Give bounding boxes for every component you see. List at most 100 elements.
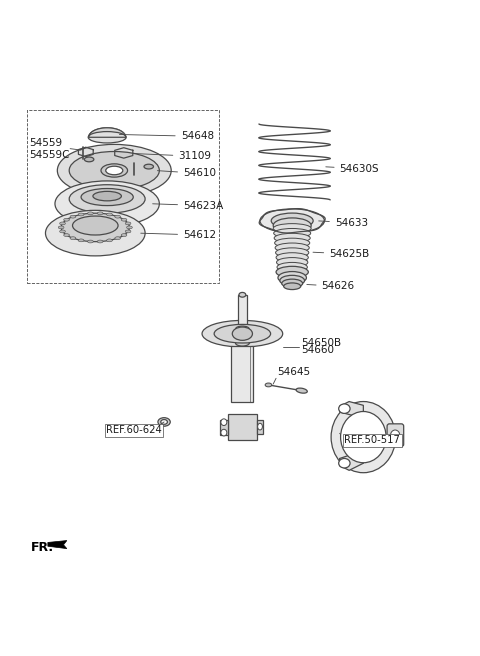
Ellipse shape [258,423,263,430]
Text: REF.50-517: REF.50-517 [344,436,400,445]
Ellipse shape [221,419,227,426]
Ellipse shape [57,144,171,197]
FancyBboxPatch shape [219,420,228,435]
Ellipse shape [115,215,120,218]
Text: 54626: 54626 [307,281,355,291]
Ellipse shape [265,383,272,387]
Ellipse shape [274,228,311,238]
Ellipse shape [341,411,386,462]
Ellipse shape [236,326,249,332]
Ellipse shape [274,234,310,243]
Ellipse shape [296,388,307,393]
Ellipse shape [107,213,112,216]
FancyBboxPatch shape [257,420,264,434]
Ellipse shape [232,327,252,340]
Ellipse shape [87,240,93,243]
Text: REF.60-624: REF.60-624 [106,425,162,435]
Ellipse shape [161,420,168,424]
Ellipse shape [101,164,128,177]
Ellipse shape [277,262,307,272]
Text: 54650B: 54650B [301,338,341,348]
Ellipse shape [339,404,350,413]
Ellipse shape [93,192,121,201]
Ellipse shape [97,212,103,215]
Text: 54559
54559C: 54559 54559C [29,138,70,160]
Ellipse shape [273,218,311,233]
Ellipse shape [115,237,120,239]
Ellipse shape [88,132,126,143]
Ellipse shape [78,213,84,216]
Ellipse shape [276,258,308,267]
Text: 54660: 54660 [301,345,334,355]
Text: 54648: 54648 [120,131,214,141]
Ellipse shape [64,234,70,237]
Ellipse shape [70,215,76,218]
Ellipse shape [284,283,301,289]
Ellipse shape [275,238,310,248]
Ellipse shape [236,340,249,346]
FancyBboxPatch shape [228,415,257,440]
Text: FR.: FR. [31,541,54,554]
Polygon shape [48,541,67,548]
Ellipse shape [107,239,112,242]
Ellipse shape [69,185,145,213]
Ellipse shape [101,183,110,188]
Ellipse shape [214,325,271,343]
Ellipse shape [221,429,227,436]
Ellipse shape [239,293,246,297]
Ellipse shape [121,218,127,221]
Ellipse shape [202,320,283,347]
Ellipse shape [64,218,70,221]
Ellipse shape [271,213,313,228]
Text: 54645: 54645 [277,367,310,377]
Polygon shape [340,401,363,416]
Ellipse shape [61,213,130,241]
Ellipse shape [84,157,94,162]
Text: 54623A: 54623A [153,201,223,211]
Ellipse shape [70,237,76,239]
Ellipse shape [78,239,84,242]
Ellipse shape [58,226,64,229]
Ellipse shape [158,418,170,426]
Ellipse shape [55,181,159,226]
Ellipse shape [275,243,309,253]
Ellipse shape [144,164,154,169]
Ellipse shape [81,188,133,205]
Text: 54625B: 54625B [313,249,370,259]
Ellipse shape [125,222,131,225]
Ellipse shape [276,266,308,277]
Text: 54612: 54612 [141,230,216,240]
Ellipse shape [87,212,93,215]
Text: 54610: 54610 [157,169,216,178]
Ellipse shape [60,222,65,225]
FancyBboxPatch shape [236,329,249,343]
Ellipse shape [121,234,127,237]
Ellipse shape [72,216,118,235]
Ellipse shape [46,211,145,256]
Ellipse shape [280,276,304,286]
FancyBboxPatch shape [238,295,247,329]
Polygon shape [78,148,93,157]
Ellipse shape [127,226,132,229]
Polygon shape [115,148,133,158]
Ellipse shape [276,253,308,262]
Ellipse shape [276,248,309,257]
Ellipse shape [260,209,324,233]
Ellipse shape [331,401,396,473]
Polygon shape [340,454,363,470]
Ellipse shape [60,230,65,233]
Text: 54630S: 54630S [326,163,379,174]
Text: 31109: 31109 [133,152,211,161]
Ellipse shape [339,459,350,468]
Ellipse shape [125,230,131,233]
Ellipse shape [390,430,400,441]
Ellipse shape [278,272,306,284]
FancyBboxPatch shape [387,424,404,447]
Text: 54633: 54633 [319,218,368,228]
Ellipse shape [273,224,311,233]
Ellipse shape [282,279,302,288]
Ellipse shape [69,152,159,190]
FancyBboxPatch shape [231,346,253,401]
Ellipse shape [97,240,103,243]
Ellipse shape [106,166,123,174]
